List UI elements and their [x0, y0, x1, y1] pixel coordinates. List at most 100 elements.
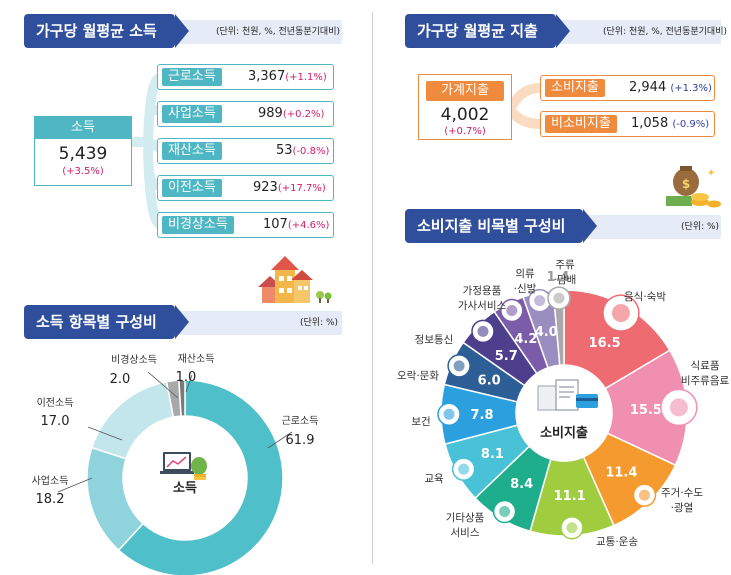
- spending-category-icon: [451, 457, 476, 481]
- income-pie-slice-value: 1.0: [176, 370, 197, 385]
- spending-pie-slice-label: 의류 ·신발: [514, 268, 537, 295]
- spending-category-icon: [602, 294, 640, 332]
- receipt-card-icon: [537, 379, 598, 411]
- income-banner: 가구당 월평균 소득 (단위: 천원, %, 전년동분기대비): [24, 14, 342, 48]
- income-pie-slice-label: 이전소득: [37, 397, 74, 409]
- spending-category-icon: [492, 499, 517, 524]
- income-item-number: 53(-0.8%): [276, 143, 329, 158]
- income-total-box: 소득 5,439 (+3.5%): [34, 116, 132, 186]
- spending-item-label: 소비지출: [545, 79, 605, 97]
- income-item-value: 53: [276, 143, 293, 158]
- income-item-label: 재산소득: [162, 142, 222, 160]
- income-pie-leader-line: [267, 431, 293, 449]
- spending-pie-slice-value: 4.0: [535, 325, 558, 340]
- spending-pie-slice-value: 5.7: [495, 349, 518, 364]
- spending-pie-center-label: 소비지출: [540, 425, 588, 441]
- income-item-change: (+17.7%): [277, 183, 326, 194]
- income-total-value: 5,439: [58, 144, 108, 164]
- income-pie-slice-label: 재산소득: [178, 353, 215, 365]
- spending-category-icon: [471, 319, 495, 344]
- spending-banner: 가구당 월평균 지출 (단위: 천원, %, 전년동분기대비): [405, 14, 727, 48]
- income-item-value: 107: [263, 217, 288, 232]
- income-item-change: (+4.6%): [287, 220, 330, 231]
- spending-category-icon: [437, 402, 461, 427]
- spending-title: 가구당 월평균 지출: [405, 14, 570, 48]
- income-pie-banner: 소득 항목별 구성비 (단위: %): [24, 305, 342, 339]
- spending-pie-slice-value: 15.5: [630, 403, 662, 418]
- income-item-number: 923(+17.7%): [253, 180, 326, 195]
- spending-total-value: 4,002: [440, 105, 490, 125]
- spending-pie-slice-value: 7.8: [470, 408, 493, 423]
- spending-pie-slice: [563, 289, 671, 390]
- spending-item-change: (+1.3%): [670, 83, 712, 94]
- income-item-label: 이전소득: [162, 179, 222, 197]
- spending-pie-slice-label: 주류 ·담배: [554, 259, 577, 286]
- spending-pie-slice-label: 정보통신: [415, 334, 454, 346]
- spending-pie-slice-value: 1.4: [546, 270, 569, 285]
- income-item-change: (-0.8%): [292, 146, 330, 157]
- spending-category-icon: [660, 388, 698, 427]
- spending-item-label: 비소비지출: [545, 115, 617, 133]
- income-total-label: 소득: [35, 117, 131, 139]
- spending-pie-slice-label: 주거·수도 ·광열: [661, 487, 703, 514]
- income-item-label: 비경상소득: [162, 216, 234, 234]
- spending-pie-title: 소비지출 비목별 구성비: [405, 209, 598, 243]
- income-item-property: 재산소득 53(-0.8%): [157, 138, 334, 164]
- spending-pie-slice-value: 11.4: [605, 466, 637, 481]
- spending-pie-slice-value: 8.4: [510, 477, 533, 492]
- spending-pie-slice-value: 8.1: [481, 447, 504, 462]
- spending-total-box: 가계지출 4,002 (+0.7%): [418, 74, 512, 140]
- income-item-number: 3,367(+1.1%): [248, 69, 327, 84]
- spending-item-number: 1,058 (-0.9%): [631, 116, 709, 131]
- income-item-number: 107(+4.6%): [263, 217, 329, 232]
- spending-category-icon: [447, 354, 471, 378]
- spending-pie-slice-label: 음식·숙박: [624, 291, 666, 303]
- spending-total-label: 가계지출: [426, 81, 504, 101]
- income-pie-slice-value: 61.9: [286, 433, 315, 448]
- spending-item-value: 2,944: [629, 80, 667, 95]
- spending-pie-slice-label: 교육: [424, 473, 444, 485]
- spending-pie-slice-value: 11.1: [554, 489, 586, 504]
- income-pie-leader-line: [87, 426, 123, 441]
- spending-pie-slice-value: 16.5: [589, 336, 621, 351]
- income-pie-slice-value: 2.0: [110, 372, 131, 387]
- spending-pie-slice-label: 가정용품 가사서비스: [458, 285, 507, 312]
- income-pie-leader-line: [185, 374, 193, 393]
- income-item-wage: 근로소득 3,367(+1.1%): [157, 64, 334, 90]
- spending-category-icon: [500, 298, 524, 323]
- income-item-value: 989: [258, 106, 283, 121]
- income-pie-leader-line: [147, 371, 179, 399]
- income-item-business: 사업소득 989(+0.2%): [157, 101, 334, 127]
- spending-pie-unit: (단위: %): [681, 222, 720, 232]
- income-pie-slice: [117, 379, 284, 575]
- spending-item-nonconsumption: 비소비지출 1,058 (-0.9%): [540, 111, 715, 137]
- spending-unit: (단위: 천원, %, 전년동분기대비): [603, 27, 727, 37]
- spending-item-change: (-0.9%): [672, 119, 710, 130]
- income-pie-center-label: 소득: [173, 481, 197, 496]
- income-pie-slice-label: 사업소득: [32, 474, 69, 487]
- income-total-change: (+3.5%): [62, 166, 104, 177]
- laptop-chart-icon: [160, 452, 207, 480]
- income-item-transfer: 이전소득 923(+17.7%): [157, 175, 334, 201]
- spending-pie-slice-value: 6.0: [478, 373, 501, 388]
- spending-pie-banner: 소비지출 비목별 구성비 (단위: %): [405, 209, 721, 243]
- spending-item-value: 1,058: [631, 116, 669, 131]
- spending-item-number: 2,944 (+1.3%): [629, 80, 712, 95]
- income-title: 가구당 월평균 소득: [24, 14, 189, 48]
- income-item-label: 사업소득: [162, 105, 222, 123]
- spending-pie-slice-label: 교통·운송: [596, 536, 638, 548]
- income-pie-leader-line: [57, 477, 93, 493]
- spending-category-icon: [547, 286, 571, 310]
- income-pie-center: [123, 416, 247, 540]
- section-divider: [372, 12, 373, 564]
- spending-pie-slice-label: 식료품 비주류음료: [681, 360, 730, 387]
- income-pie-slice-value: 18.2: [36, 492, 65, 507]
- spending-pie-slice-value: 4.2: [514, 332, 537, 347]
- spending-category-icon: [560, 515, 584, 540]
- spending-total-change: (+0.7%): [444, 126, 486, 137]
- income-item-value: 3,367: [248, 69, 286, 84]
- income-pie-slice-label: 근로소득: [282, 415, 319, 427]
- income-item-label: 근로소득: [162, 68, 222, 86]
